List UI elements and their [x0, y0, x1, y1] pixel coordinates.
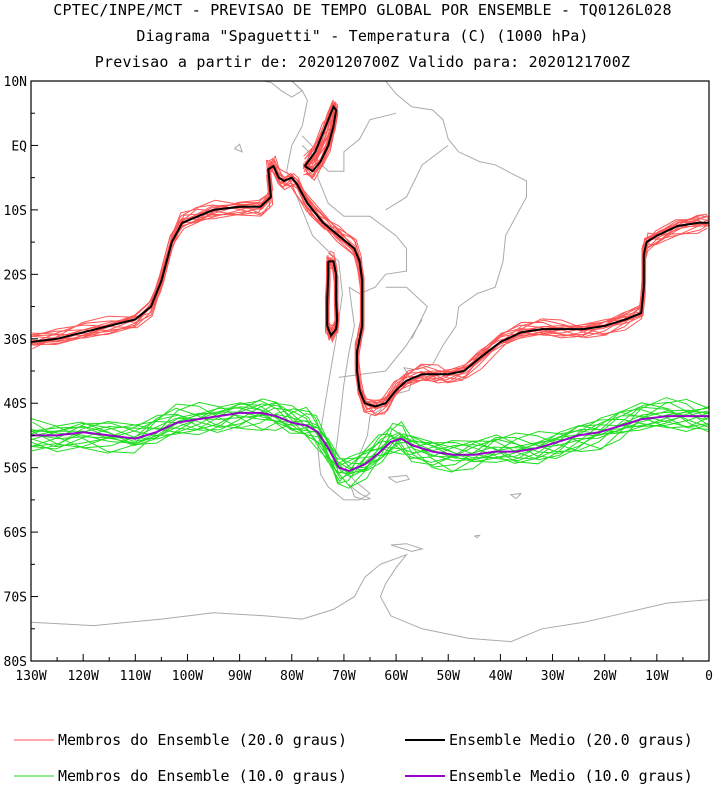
- member-line-20-0-12: [32, 161, 709, 410]
- ensemble-mean-layer: [31, 104, 709, 472]
- x-axis: 130W 120W 110W 100W 90W 80W 70W 60W 50W 40W 30W 20W…: [15, 654, 713, 684]
- chart-title: CPTEC/INPE/MCT - PREVISAO DE TEMPO GLOBA…: [53, 1, 672, 19]
- mean-line-20-2: [326, 260, 339, 338]
- member-line-10-3-2: [31, 402, 709, 472]
- y-axis: 10N EQ 10S 20S 30S 40S 50S 60S 70S 80S: [4, 75, 38, 670]
- coastline-layer: [31, 81, 709, 643]
- y-tick-label: 30S: [4, 333, 27, 348]
- x-tick-label: 80W: [280, 669, 304, 684]
- x-tick-label: 60W: [384, 669, 408, 684]
- y-tick-label: EQ: [11, 139, 27, 154]
- x-tick-label: 120W: [67, 669, 98, 684]
- member-line-20-0-11: [31, 158, 709, 416]
- mean-line-20-0: [31, 164, 709, 408]
- legend: Membros do Ensemble (20.0 graus) Ensemble…: [14, 731, 693, 785]
- y-tick-label: 20S: [4, 268, 27, 283]
- member-line-10-3-4: [31, 402, 709, 483]
- legend-label: Membros do Ensemble (20.0 graus): [58, 731, 347, 749]
- chart-subtitle-validity: Previsao a partir de: 2020120700Z Valido…: [94, 53, 631, 71]
- plot-frame: [30, 80, 710, 662]
- x-tick-label: 10W: [645, 669, 669, 684]
- member-line-20-0-13: [32, 168, 708, 404]
- member-line-20-0-3: [31, 166, 709, 408]
- member-line-10-3-14: [31, 398, 709, 488]
- member-line-20-1-12: [305, 105, 336, 178]
- member-line-20-0-6: [32, 169, 709, 404]
- member-line-10-3-13: [32, 406, 708, 469]
- member-line-20-0-0: [32, 162, 709, 410]
- x-tick-label: 90W: [228, 669, 252, 684]
- legend-label: Ensemble Medio (10.0 graus): [449, 767, 693, 785]
- x-tick-label: 50W: [436, 669, 460, 684]
- mean-line-10-3: [31, 411, 709, 472]
- member-line-10-3-7: [32, 397, 708, 489]
- y-tick-label: 10S: [4, 204, 27, 219]
- x-tick-label: 70W: [332, 669, 356, 684]
- chart-subtitle: Diagrama "Spaguetti" - Temperatura (C) (…: [136, 27, 589, 45]
- mean-line-20-1: [303, 104, 338, 173]
- y-tick-label: 40S: [4, 397, 27, 412]
- member-line-20-0-7: [32, 162, 708, 415]
- x-tick-label: 100W: [172, 669, 203, 684]
- member-line-20-0-9: [31, 166, 709, 404]
- x-tick-label: 20W: [593, 669, 617, 684]
- y-tick-label: 80S: [4, 655, 27, 670]
- x-tick-label: 40W: [489, 669, 513, 684]
- member-line-20-0-5: [31, 162, 709, 407]
- member-line-10-3-11: [31, 401, 709, 484]
- x-tick-label: 130W: [15, 669, 46, 684]
- y-tick-label: 70S: [4, 591, 27, 606]
- legend-label: Ensemble Medio (20.0 graus): [449, 731, 693, 749]
- member-line-20-0-2: [31, 170, 709, 401]
- x-tick-label: 110W: [120, 669, 151, 684]
- y-tick-label: 60S: [4, 526, 27, 541]
- member-line-20-0-10: [31, 167, 709, 406]
- y-tick-label: 50S: [4, 462, 27, 477]
- x-tick-label: 30W: [541, 669, 565, 684]
- legend-label: Membros do Ensemble (10.0 graus): [58, 767, 347, 785]
- member-line-10-3-3: [31, 409, 709, 478]
- member-line-10-3-15: [31, 406, 709, 480]
- y-tick-label: 10N: [4, 75, 27, 90]
- x-tick-label: 0: [705, 669, 713, 684]
- member-line-20-0-4: [31, 155, 709, 417]
